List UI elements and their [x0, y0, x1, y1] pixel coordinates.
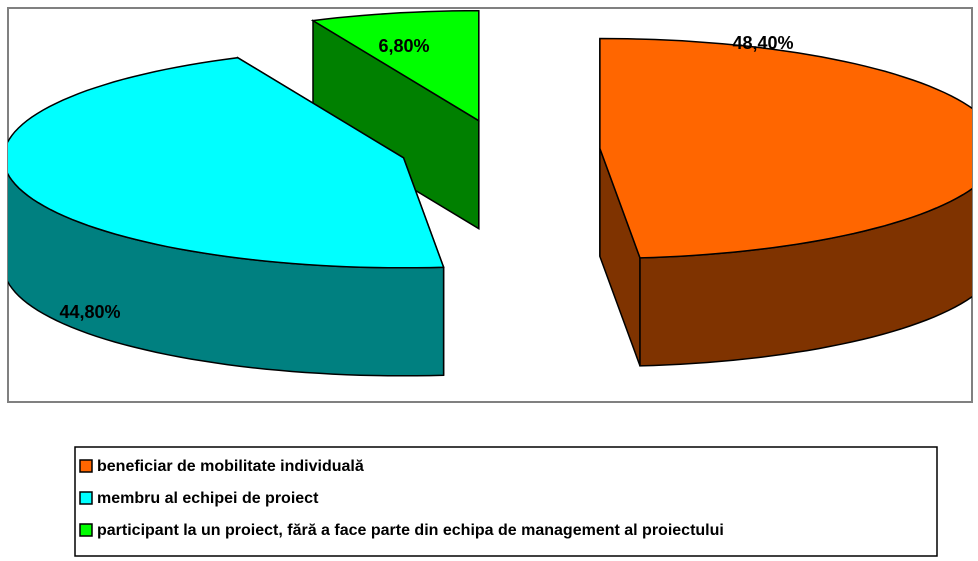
data-label: 48,40% [732, 33, 793, 53]
slice [599, 37, 972, 367]
legend-swatch [79, 523, 93, 537]
legend [74, 446, 938, 557]
slice [8, 56, 445, 377]
legend-label: participant la un proiect, fără a face p… [97, 522, 724, 539]
slice-top [8, 56, 445, 269]
data-label: 6,80% [378, 36, 429, 56]
slice-top [310, 9, 480, 123]
data-label: 44,80% [59, 302, 120, 322]
slice [310, 9, 480, 231]
slice-top [599, 37, 972, 259]
legend-label: beneficiar de mobilitate individuală [97, 458, 364, 475]
legend-swatch [79, 491, 93, 505]
pie [8, 9, 972, 377]
legend-label: membru al echipei de proiect [97, 490, 319, 507]
legend-swatch [79, 459, 93, 473]
